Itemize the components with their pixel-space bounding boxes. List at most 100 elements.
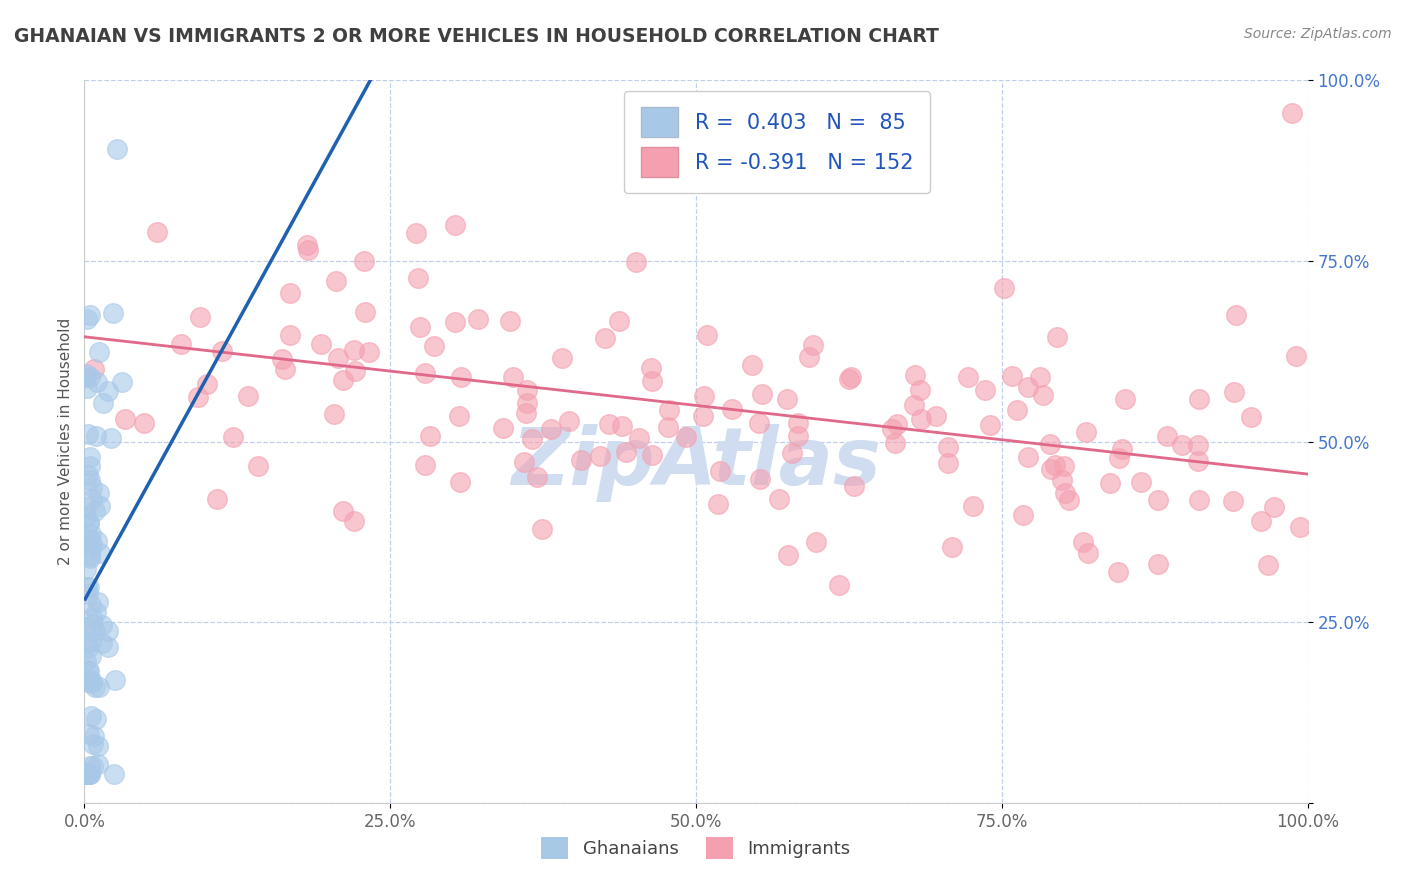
Point [76, 587, 98, 601]
Point [1108, 451, 1130, 466]
Point [77, 767, 100, 781]
Point [100, 431, 122, 445]
Point [222, 430, 245, 444]
Point [75, 672, 97, 686]
Point [83, 729, 105, 743]
Point [1289, 520, 1312, 534]
Point [75, 767, 97, 781]
Point [332, 373, 354, 387]
Point [1188, 493, 1211, 508]
Point [640, 360, 662, 375]
Point [1012, 508, 1035, 522]
Point [612, 419, 634, 434]
Point [79, 549, 101, 563]
Point [75, 767, 97, 781]
Point [749, 472, 772, 486]
Point [278, 327, 301, 342]
Point [886, 417, 908, 431]
Point [170, 337, 193, 351]
Point [75, 767, 97, 781]
Point [1222, 385, 1244, 400]
Point [1222, 494, 1244, 508]
Point [936, 440, 959, 454]
Point [1050, 473, 1073, 487]
Point [658, 403, 681, 417]
Point [80, 635, 103, 649]
Point [1039, 462, 1062, 476]
Point [903, 398, 925, 412]
Point [76, 312, 98, 326]
Point [526, 470, 548, 484]
Point [956, 370, 979, 384]
Point [423, 338, 446, 352]
Point [77, 727, 100, 741]
Point [842, 479, 865, 493]
Point [797, 350, 820, 364]
Point [626, 255, 648, 269]
Point [444, 315, 467, 329]
Point [748, 416, 770, 430]
Point [86, 375, 108, 389]
Point [79, 550, 101, 565]
Point [353, 254, 375, 268]
Point [551, 351, 574, 365]
Point [1045, 330, 1067, 344]
Point [531, 523, 554, 537]
Point [1043, 458, 1066, 473]
Point [1057, 492, 1080, 507]
Point [1114, 392, 1136, 406]
Point [413, 458, 436, 472]
Point [323, 407, 346, 421]
Point [207, 492, 229, 507]
Point [84, 712, 107, 726]
Point [1171, 438, 1194, 452]
Point [75, 654, 97, 668]
Point [1017, 450, 1039, 464]
Point [86, 605, 108, 619]
Point [309, 337, 332, 351]
Point [936, 456, 959, 470]
Point [415, 366, 437, 380]
Point [80, 673, 103, 687]
Text: ZipAtlas: ZipAtlas [510, 425, 882, 502]
Point [1005, 402, 1028, 417]
Point [1225, 308, 1247, 322]
Point [1257, 558, 1279, 572]
Point [941, 540, 963, 554]
Point [993, 281, 1015, 295]
Point [77, 675, 100, 690]
Point [1187, 438, 1209, 452]
Point [79, 649, 101, 664]
Point [443, 218, 465, 232]
Point [87, 739, 110, 753]
Point [449, 475, 471, 489]
Point [540, 421, 562, 435]
Point [146, 225, 169, 239]
Point [75, 509, 97, 524]
Point [76, 580, 98, 594]
Point [114, 412, 136, 426]
Point [104, 673, 127, 688]
Point [80, 492, 103, 507]
Point [79, 450, 101, 465]
Point [1071, 535, 1094, 549]
Point [751, 387, 773, 401]
Point [707, 497, 730, 511]
Point [84, 624, 107, 639]
Point [271, 351, 294, 366]
Point [1147, 492, 1170, 507]
Point [741, 358, 763, 372]
Point [82, 676, 104, 690]
Point [86, 595, 108, 609]
Point [1032, 388, 1054, 402]
Point [884, 436, 907, 450]
Point [721, 401, 744, 416]
Point [77, 640, 100, 655]
Point [236, 389, 259, 403]
Point [295, 238, 318, 252]
Point [593, 331, 616, 345]
Point [79, 474, 101, 488]
Point [75, 536, 97, 550]
Point [278, 285, 301, 300]
Point [516, 383, 538, 397]
